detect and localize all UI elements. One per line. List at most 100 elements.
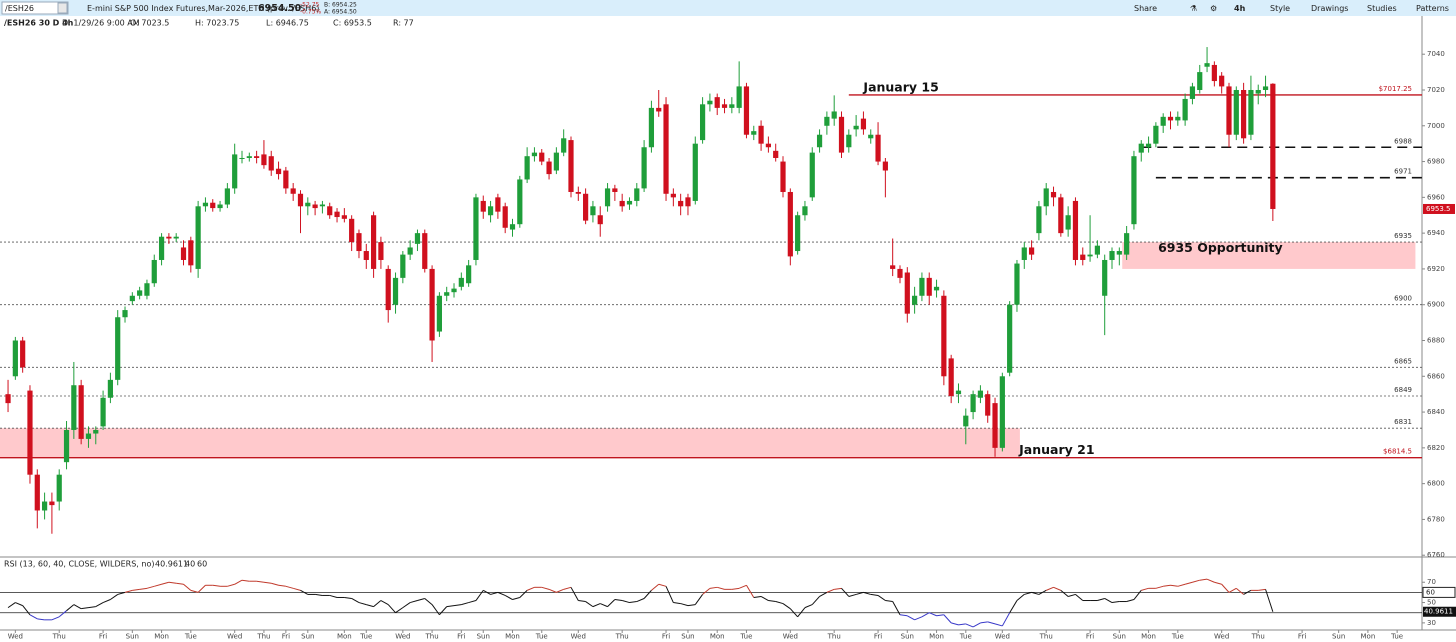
- level-label: 6849: [1394, 386, 1412, 394]
- rsi-segment: [789, 608, 799, 618]
- candle-body: [795, 215, 801, 252]
- candle-body: [1175, 116, 1181, 121]
- annotation: January 21: [1018, 442, 1094, 457]
- rsi-segment: [592, 603, 601, 608]
- candle-body: [656, 107, 662, 112]
- change-pct: -0.75%: [300, 9, 322, 16]
- toolbar-button[interactable]: Patterns: [1416, 4, 1449, 13]
- y-tick-label: 6780: [1427, 515, 1445, 523]
- rsi-overbought: 60: [197, 560, 207, 569]
- symbol-box[interactable]: [1, 1, 69, 15]
- candle-body: [392, 277, 399, 305]
- candle-body: [129, 295, 135, 302]
- rsi-segment: [570, 587, 579, 601]
- candle-body: [575, 191, 581, 194]
- rsi-segment: [1046, 586, 1054, 591]
- candle-body: [158, 236, 165, 260]
- rsi-segment: [1060, 589, 1069, 597]
- rsi-segment: [146, 585, 155, 589]
- rsi-segment: [424, 598, 433, 605]
- x-tick-label: Sun: [1332, 633, 1345, 641]
- x-tick-label: Tue: [959, 633, 972, 641]
- rsi-segment: [629, 601, 637, 604]
- candle-body: [670, 193, 676, 198]
- rsi-segment: [227, 583, 235, 587]
- candle-body: [451, 288, 457, 293]
- rsi-segment: [636, 598, 645, 603]
- rsi-segment: [1155, 585, 1164, 589]
- toolbar-button[interactable]: Style: [1270, 4, 1290, 13]
- y-tick-label: 50: [1427, 599, 1436, 607]
- level-label: 6865: [1394, 357, 1412, 365]
- last-price-tag: [1423, 203, 1455, 214]
- rsi-segment: [855, 591, 864, 595]
- x-tick-label: Wed: [395, 633, 410, 641]
- rsi-segment: [607, 599, 616, 607]
- toolbar-button[interactable]: Drawings: [1311, 4, 1348, 13]
- candle-body: [1226, 86, 1232, 135]
- candle-body: [27, 390, 33, 475]
- rsi-segment: [22, 605, 31, 616]
- y-tick-label: 6760: [1427, 551, 1445, 559]
- candle-body: [685, 197, 691, 207]
- candle-body: [1080, 254, 1086, 260]
- candle-body: [1160, 116, 1166, 126]
- candle-body: [773, 150, 779, 158]
- toolbar-button[interactable]: Studies: [1367, 4, 1397, 13]
- candle-body: [941, 295, 947, 377]
- rsi-segment: [73, 604, 82, 610]
- candle-body: [1109, 251, 1115, 260]
- rsi-segment: [300, 589, 309, 595]
- rsi-segment: [907, 615, 915, 621]
- candle-body: [912, 295, 918, 305]
- rsi-segment: [410, 600, 418, 604]
- candle-body: [210, 202, 216, 209]
- rsi-segment: [665, 586, 674, 603]
- bid: B: 6954.25: [324, 2, 357, 9]
- rsi-segment: [753, 595, 762, 598]
- rsi-segment: [972, 622, 981, 628]
- rsi-segment: [841, 587, 850, 597]
- candle-body: [1153, 125, 1159, 144]
- candle-body: [985, 394, 991, 416]
- candle-body: [312, 204, 318, 209]
- x-tick-label: Mon: [154, 633, 169, 641]
- icon[interactable]: ⚗: [1190, 4, 1197, 13]
- toolbar-button[interactable]: Share: [1134, 4, 1157, 13]
- symbol-dropdown[interactable]: [57, 2, 68, 14]
- symbol[interactable]: /ESH26: [5, 4, 34, 13]
- x-tick-label: Tue: [359, 633, 372, 641]
- rsi-segment: [687, 604, 696, 607]
- candle-body: [1182, 98, 1188, 121]
- current-tag: [1423, 606, 1456, 617]
- candle-body: [1065, 215, 1071, 230]
- x-tick-label: Sun: [901, 633, 914, 641]
- rsi-segment: [446, 605, 455, 608]
- rsi-segment: [651, 583, 660, 591]
- rsi-segment: [951, 622, 959, 626]
- rsi-segment: [848, 593, 857, 597]
- icon[interactable]: ⚙: [1210, 4, 1217, 13]
- rsi-segment: [834, 587, 842, 590]
- y-tick-label: 6980: [1427, 158, 1445, 166]
- level-label: 6971: [1394, 168, 1412, 176]
- toolbar-button[interactable]: 4h: [1234, 4, 1246, 13]
- candle-body: [319, 204, 326, 207]
- x-tick-label: Sun: [126, 633, 139, 641]
- rsi-segment: [1265, 589, 1274, 612]
- rsi-segment: [526, 586, 535, 591]
- rsi-segment: [731, 587, 740, 590]
- rsi-segment: [541, 586, 550, 590]
- candle-body: [824, 116, 830, 126]
- x-tick-label: Tue: [739, 633, 752, 641]
- rsi-segment: [1214, 581, 1222, 585]
- rsi-segment: [548, 588, 557, 593]
- candle-body: [370, 215, 377, 269]
- candle-body: [751, 131, 757, 135]
- candle-body: [1270, 83, 1276, 209]
- rsi-segment: [1001, 612, 1011, 627]
- rsi-segment: [1258, 588, 1266, 591]
- rsi-segment: [1199, 578, 1208, 581]
- candle-body: [473, 197, 479, 260]
